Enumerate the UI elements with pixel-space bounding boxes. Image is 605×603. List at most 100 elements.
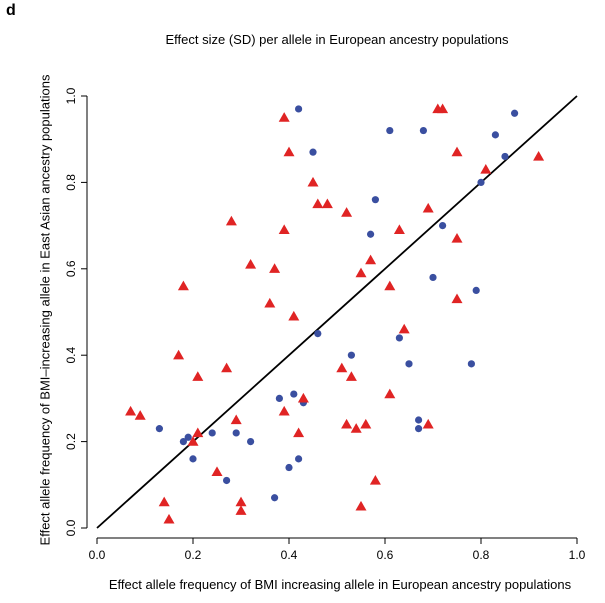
circle-point bbox=[179, 438, 187, 446]
triangle-point bbox=[283, 146, 295, 157]
circle-point bbox=[155, 425, 163, 433]
circle-point bbox=[477, 178, 485, 186]
triangle-point bbox=[192, 427, 204, 438]
triangle-point bbox=[350, 423, 362, 433]
circle-point bbox=[419, 126, 427, 135]
triangle-point bbox=[269, 263, 281, 273]
triangle-point bbox=[533, 150, 545, 161]
triangle-point bbox=[297, 392, 309, 403]
triangle-point bbox=[187, 436, 199, 446]
triangle-point bbox=[369, 474, 381, 485]
x-axis-label: Effect allele frequency of BMI increasin… bbox=[108, 577, 572, 592]
triangle-point bbox=[225, 215, 237, 226]
triangle-point bbox=[365, 254, 377, 265]
circle-point bbox=[208, 429, 216, 437]
triangle-point bbox=[336, 362, 348, 373]
triangle-point bbox=[480, 163, 492, 174]
triangle-point bbox=[221, 362, 233, 373]
triangle-point bbox=[422, 202, 434, 213]
y-tick-label: 1.0 bbox=[64, 87, 78, 104]
triangle-point bbox=[307, 176, 319, 187]
circle-point bbox=[429, 273, 437, 282]
data-points bbox=[125, 103, 545, 524]
triangle-point bbox=[437, 103, 449, 114]
triangle-point bbox=[384, 280, 396, 291]
circle-point bbox=[367, 230, 375, 238]
x-tick-label: 0.2 bbox=[185, 548, 202, 562]
y-tick-label: 0.2 bbox=[64, 433, 78, 450]
triangle-point bbox=[235, 496, 247, 507]
chart-title: Effect size (SD) per allele in European … bbox=[165, 32, 509, 47]
circle-point bbox=[472, 286, 480, 294]
x-tick-label: 0.8 bbox=[473, 548, 490, 562]
triangle-point bbox=[245, 258, 257, 269]
triangle-point bbox=[355, 500, 367, 511]
circle-point bbox=[271, 494, 279, 502]
circle-point bbox=[491, 131, 499, 139]
circle-point bbox=[295, 455, 303, 463]
circle-point bbox=[295, 105, 303, 113]
circle-point bbox=[395, 334, 403, 342]
circle-point bbox=[386, 126, 394, 135]
circle-point bbox=[247, 438, 255, 446]
x-tick-label: 0.0 bbox=[89, 548, 106, 562]
panel-letter: d bbox=[6, 2, 16, 19]
triangle-point bbox=[398, 323, 410, 334]
circle-point bbox=[184, 433, 192, 441]
triangle-point bbox=[355, 267, 367, 278]
triangle-point bbox=[312, 198, 324, 209]
x-tick-label: 1.0 bbox=[569, 548, 586, 562]
triangle-point bbox=[230, 414, 242, 425]
triangle-point bbox=[235, 505, 247, 515]
circle-point bbox=[439, 222, 447, 230]
x-tick-label: 0.6 bbox=[377, 548, 394, 562]
triangle-point bbox=[393, 224, 405, 235]
triangle-point bbox=[278, 112, 290, 122]
y-tick-label: 0.8 bbox=[64, 174, 78, 191]
triangle-point bbox=[278, 405, 290, 416]
circle-point bbox=[467, 360, 475, 368]
circle-point bbox=[275, 394, 283, 402]
circle-point bbox=[371, 196, 379, 204]
triangle-point bbox=[173, 349, 185, 360]
reference-line-group bbox=[96, 95, 578, 529]
triangle-point bbox=[360, 418, 372, 429]
circle-point bbox=[189, 455, 197, 463]
x-tick-label: 0.4 bbox=[281, 548, 298, 562]
y-tick-label: 0.0 bbox=[64, 519, 78, 536]
triangle-point bbox=[341, 207, 353, 217]
circle-point bbox=[290, 390, 298, 398]
triangle-point bbox=[177, 280, 189, 291]
circle-point bbox=[415, 416, 423, 424]
triangle-point bbox=[341, 418, 353, 429]
triangle-point bbox=[345, 371, 357, 381]
triangle-point bbox=[192, 371, 204, 381]
circle-point bbox=[415, 425, 423, 433]
circle-point bbox=[501, 152, 509, 161]
triangle-point bbox=[264, 297, 276, 308]
triangle-point bbox=[422, 418, 434, 429]
triangle-point bbox=[125, 405, 137, 416]
y-tick-label: 0.4 bbox=[64, 347, 78, 364]
reference-line bbox=[96, 95, 578, 529]
triangle-point bbox=[384, 388, 396, 399]
triangle-point bbox=[158, 496, 170, 507]
circle-point bbox=[285, 463, 293, 472]
triangle-point bbox=[163, 513, 175, 524]
triangle-point bbox=[451, 293, 463, 304]
circle-point bbox=[314, 330, 322, 338]
triangle-point bbox=[451, 146, 463, 157]
triangle-point bbox=[321, 198, 333, 209]
circle-point bbox=[347, 351, 355, 359]
triangle-point bbox=[211, 466, 223, 476]
y-tick-label: 0.6 bbox=[64, 260, 78, 277]
circle-point bbox=[232, 429, 240, 437]
circle-point bbox=[223, 476, 231, 485]
triangle-point bbox=[288, 310, 300, 321]
circle-point bbox=[510, 109, 519, 117]
axes: 0.0 0.2 0.4 0.6 0.8 1.0 0.0 0.2 0.4 0.6 0.8 1.0 bbox=[64, 87, 586, 562]
triangle-point bbox=[278, 224, 290, 235]
triangle-point bbox=[134, 410, 146, 420]
triangle-point bbox=[293, 427, 305, 438]
